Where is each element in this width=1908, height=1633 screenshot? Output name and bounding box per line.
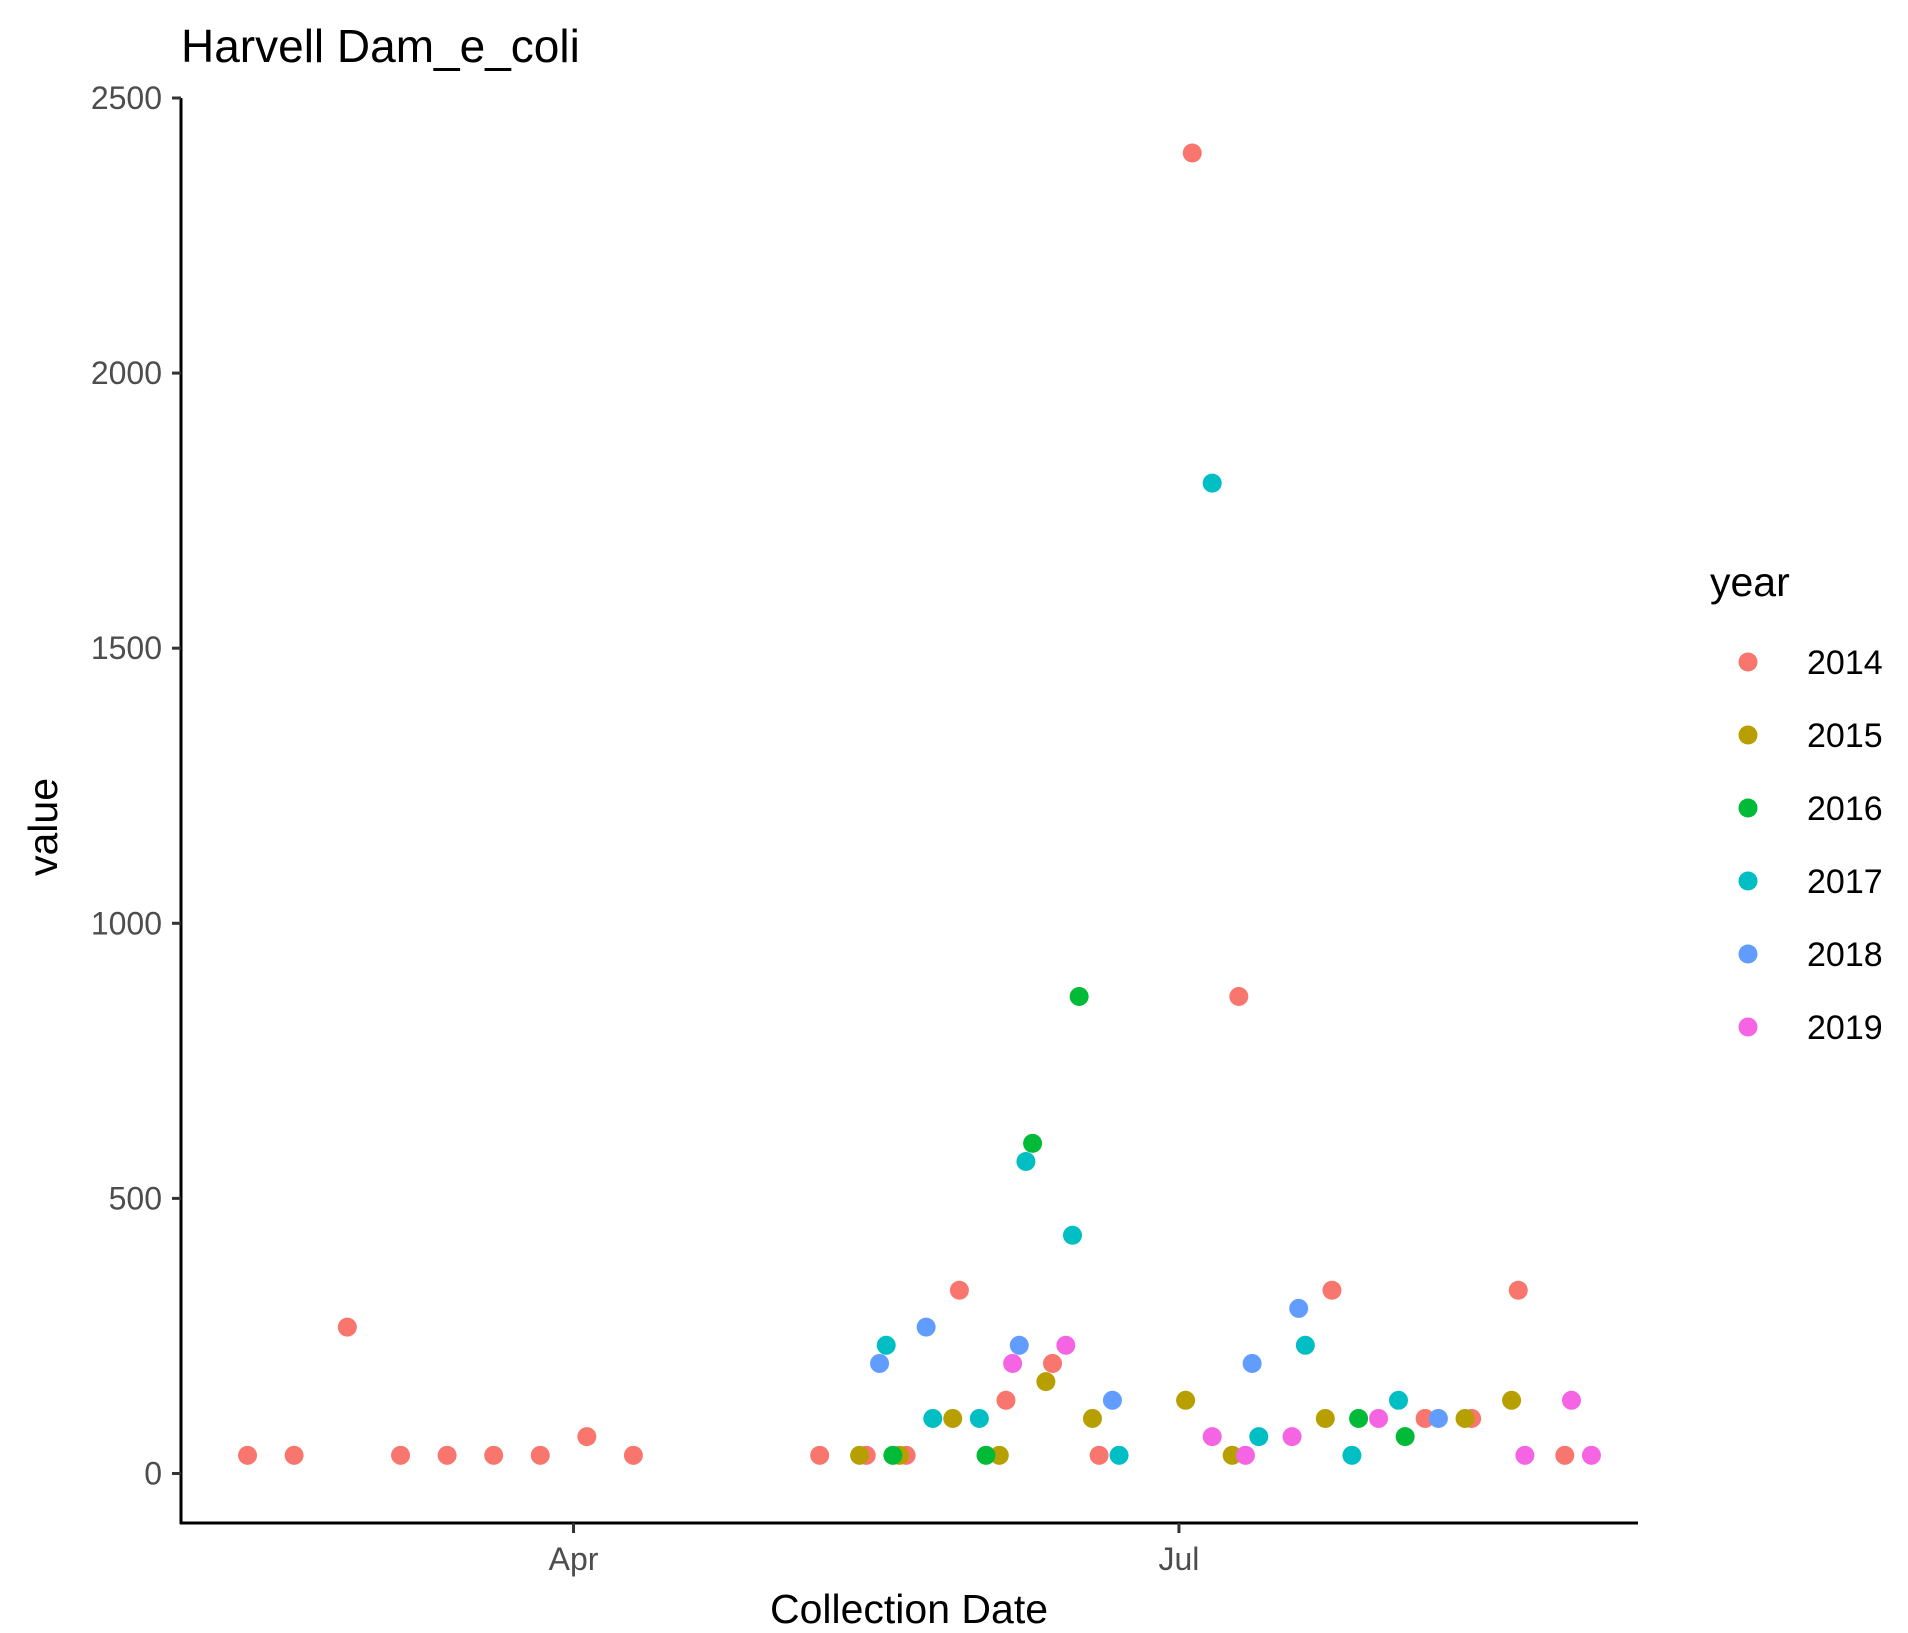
data-point-2015 bbox=[1222, 1445, 1242, 1465]
y-tick-label: 2000 bbox=[91, 355, 162, 391]
data-point-2019 bbox=[1282, 1427, 1302, 1447]
data-point-2014 bbox=[810, 1445, 830, 1465]
data-point-2014 bbox=[1322, 1280, 1342, 1300]
data-point-2014 bbox=[1415, 1408, 1435, 1428]
data-point-2019 bbox=[1561, 1390, 1581, 1410]
data-point-2017 bbox=[876, 1335, 896, 1355]
data-point-2014 bbox=[484, 1445, 504, 1465]
data-point-2015 bbox=[1036, 1372, 1056, 1392]
legend-title: year bbox=[1710, 559, 1790, 605]
legend-label-2019: 2019 bbox=[1807, 1009, 1883, 1047]
data-point-2014 bbox=[1043, 1353, 1063, 1373]
data-point-2017 bbox=[923, 1408, 943, 1428]
x-tick-label: Apr bbox=[549, 1541, 599, 1577]
data-point-2018 bbox=[1102, 1390, 1122, 1410]
data-point-2016 bbox=[883, 1445, 903, 1465]
legend-label-2014: 2014 bbox=[1807, 644, 1883, 682]
data-point-2014 bbox=[1508, 1280, 1528, 1300]
data-point-2015 bbox=[989, 1445, 1009, 1465]
y-tick-label: 2500 bbox=[91, 80, 162, 116]
data-point-2019 bbox=[1581, 1445, 1601, 1465]
legend: year 2014 2015 2016 2017 2018 2019 bbox=[1710, 559, 1883, 1047]
data-point-2017 bbox=[1109, 1445, 1129, 1465]
data-point-2019 bbox=[1515, 1445, 1535, 1465]
data-point-2019 bbox=[1003, 1353, 1023, 1373]
data-point-2016 bbox=[976, 1445, 996, 1465]
data-point-2015 bbox=[1455, 1408, 1475, 1428]
data-point-2016 bbox=[1395, 1427, 1415, 1447]
data-point-2015 bbox=[1176, 1390, 1196, 1410]
x-axis-title: Collection Date bbox=[770, 1586, 1048, 1632]
data-point-2015 bbox=[943, 1408, 963, 1428]
data-point-2017 bbox=[1342, 1445, 1362, 1465]
data-point-2014 bbox=[996, 1390, 1016, 1410]
data-point-2018 bbox=[1009, 1335, 1029, 1355]
data-point-2014 bbox=[337, 1317, 357, 1337]
data-point-2019 bbox=[1369, 1408, 1389, 1428]
data-points bbox=[238, 143, 1601, 1465]
data-point-2017 bbox=[1062, 1225, 1082, 1245]
y-axis-title: value bbox=[20, 778, 66, 876]
data-point-2019 bbox=[1235, 1445, 1255, 1465]
data-point-2014 bbox=[577, 1427, 597, 1447]
y-tick-label: 1000 bbox=[91, 905, 162, 941]
y-tick-label: 1500 bbox=[91, 630, 162, 666]
data-point-2014 bbox=[391, 1445, 411, 1465]
data-point-2015 bbox=[850, 1445, 870, 1465]
data-point-2015 bbox=[1315, 1408, 1335, 1428]
legend-label-2018: 2018 bbox=[1807, 936, 1883, 974]
data-point-2017 bbox=[969, 1408, 989, 1428]
legend-key-2016 bbox=[1738, 798, 1758, 818]
data-point-2014 bbox=[949, 1280, 969, 1300]
data-point-2017 bbox=[1295, 1335, 1315, 1355]
chart-title: Harvell Dam_e_coli bbox=[181, 20, 580, 72]
legend-key-2015 bbox=[1738, 725, 1758, 745]
data-point-2018 bbox=[1428, 1408, 1448, 1428]
data-point-2018 bbox=[1242, 1353, 1262, 1373]
data-point-2014 bbox=[1089, 1445, 1109, 1465]
data-point-2015 bbox=[1082, 1408, 1102, 1428]
data-point-2017 bbox=[1202, 473, 1222, 493]
x-tick-label: Jul bbox=[1158, 1541, 1199, 1577]
legend-key-2018 bbox=[1738, 944, 1758, 964]
data-point-2015 bbox=[1502, 1390, 1522, 1410]
legend-label-2015: 2015 bbox=[1807, 717, 1883, 755]
data-point-2014 bbox=[238, 1445, 258, 1465]
data-point-2014 bbox=[530, 1445, 550, 1465]
x-ticks: Apr Jul bbox=[549, 1523, 1199, 1577]
data-point-2014 bbox=[1229, 986, 1249, 1006]
y-tick-label: 500 bbox=[109, 1180, 162, 1216]
data-point-2017 bbox=[1388, 1390, 1408, 1410]
legend-key-2014 bbox=[1738, 652, 1758, 672]
data-point-2019 bbox=[1202, 1427, 1222, 1447]
data-point-2018 bbox=[1289, 1298, 1309, 1318]
data-point-2019 bbox=[1056, 1335, 1076, 1355]
legend-key-2017 bbox=[1738, 871, 1758, 891]
data-point-2014 bbox=[284, 1445, 304, 1465]
data-point-2017 bbox=[1016, 1152, 1036, 1172]
data-point-2014 bbox=[1555, 1445, 1575, 1465]
legend-items: 2014 2015 2016 2017 2018 2019 bbox=[1738, 644, 1883, 1047]
data-point-2014 bbox=[1182, 143, 1202, 163]
data-point-2017 bbox=[1249, 1427, 1269, 1447]
data-point-2014 bbox=[623, 1445, 643, 1465]
data-point-2016 bbox=[1349, 1408, 1369, 1428]
data-point-2016 bbox=[1069, 986, 1089, 1006]
y-tick-label: 0 bbox=[144, 1455, 162, 1491]
data-point-2016 bbox=[1023, 1133, 1043, 1153]
data-point-2018 bbox=[916, 1317, 936, 1337]
data-point-2014 bbox=[437, 1445, 457, 1465]
data-point-2018 bbox=[870, 1353, 890, 1373]
legend-key-2019 bbox=[1738, 1017, 1758, 1037]
y-ticks: 0 500 1000 1500 2000 2500 bbox=[91, 80, 181, 1491]
legend-label-2016: 2016 bbox=[1807, 790, 1883, 828]
legend-label-2017: 2017 bbox=[1807, 863, 1883, 901]
